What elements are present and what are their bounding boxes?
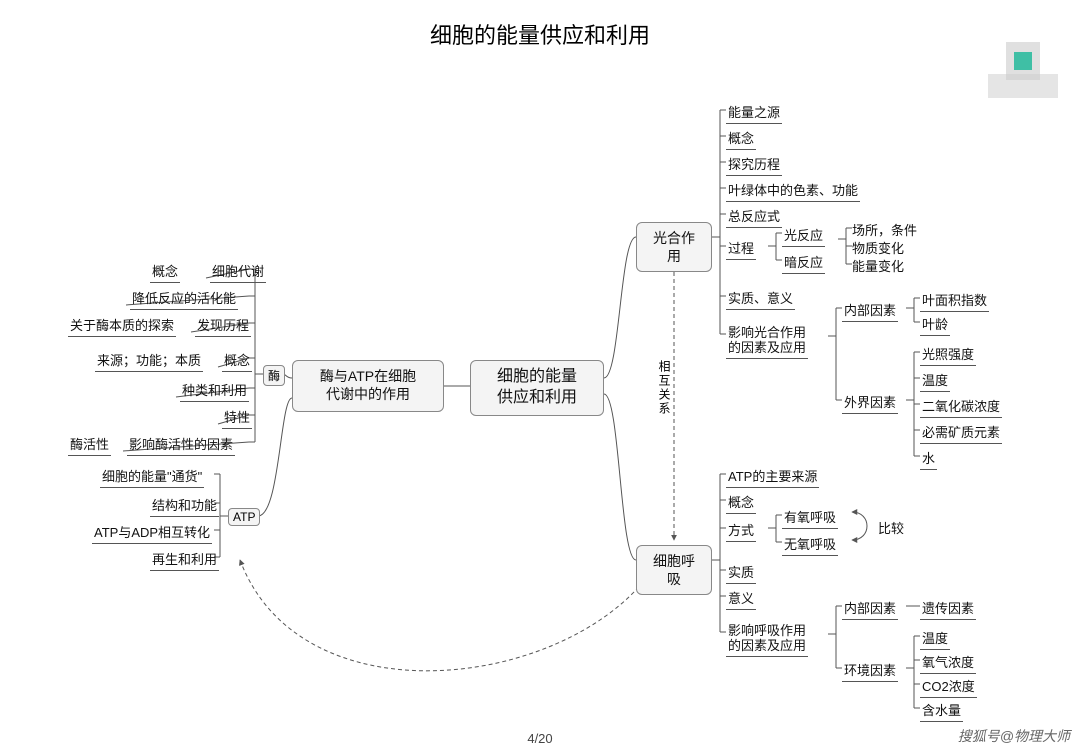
- photo-factor-leaf: 必需矿质元素: [920, 422, 1002, 444]
- atp-leaf: 细胞的能量"通货": [100, 466, 204, 488]
- photo-factor: 内部因素: [842, 300, 898, 322]
- relation-label: 相互关系: [656, 360, 673, 416]
- photo-factor: 外界因素: [842, 392, 898, 414]
- enzyme-leaf: 特性: [222, 407, 252, 429]
- junction-atp: ATP: [228, 508, 260, 526]
- photo-leaf: 概念: [726, 128, 756, 150]
- photo-factor-leaf: 叶面积指数: [920, 290, 989, 312]
- atp-leaf: 再生和利用: [150, 549, 219, 571]
- resp-mode: 有氧呼吸: [782, 507, 838, 529]
- enzyme-leaf2: 酶活性: [68, 434, 111, 456]
- photo-process: 暗反应: [782, 252, 825, 274]
- enzyme-leaf2: 关于酶本质的探索: [68, 315, 176, 337]
- junction-enzyme: 酶: [263, 365, 285, 386]
- resp-factor-leaf: CO2浓度: [920, 676, 977, 698]
- resp-leaf: 方式: [726, 520, 756, 542]
- photo-factor-leaf: 光照强度: [920, 344, 976, 366]
- page-title: 细胞的能量供应和利用: [0, 18, 1080, 50]
- corner-graphic: [988, 34, 1058, 104]
- page-number: 4/20: [0, 731, 1080, 746]
- atp-leaf: ATP与ADP相互转化: [92, 522, 212, 544]
- enzyme-leaf: 降低反应的活化能: [130, 288, 238, 310]
- photo-process: 光反应: [782, 225, 825, 247]
- photo-process-side: 场所，条件: [852, 220, 917, 239]
- resp-factor-leaf: 含水量: [920, 700, 963, 722]
- resp-leaf: 意义: [726, 588, 756, 610]
- enzyme-leaf2: 来源；功能；本质: [95, 350, 203, 372]
- photo-leaf: 影响光合作用 的因素及应用: [726, 326, 808, 359]
- photo-leaf: 能量之源: [726, 102, 782, 124]
- photo-factor-leaf: 二氧化碳浓度: [920, 396, 1002, 418]
- resp-leaf: 实质: [726, 562, 756, 584]
- resp-factor: 内部因素: [842, 598, 898, 620]
- enzyme-leaf: 发现历程: [195, 315, 251, 337]
- enzyme-leaf: 细胞代谢: [210, 261, 266, 283]
- resp-compare: 比较: [878, 518, 904, 537]
- node-left: 酶与ATP在细胞 代谢中的作用: [292, 360, 444, 412]
- node-center: 细胞的能量 供应和利用: [470, 360, 604, 416]
- photo-leaf: 探究历程: [726, 154, 782, 176]
- photo-leaf: 总反应式: [726, 206, 782, 228]
- photo-leaf: 实质、意义: [726, 288, 795, 310]
- resp-factor-leaf: 氧气浓度: [920, 652, 976, 674]
- photo-leaf: 过程: [726, 238, 756, 260]
- photo-process-side: 能量变化: [852, 256, 904, 275]
- photo-factor-leaf: 水: [920, 448, 937, 470]
- diagram-stage: { "title": "细胞的能量供应和利用", "pager": "4/20"…: [0, 0, 1080, 754]
- enzyme-leaf2: 概念: [150, 261, 180, 283]
- photo-process-side: 物质变化: [852, 238, 904, 257]
- node-resp: 细胞呼吸: [636, 545, 712, 595]
- resp-factor-leaf: 遗传因素: [920, 598, 976, 620]
- photo-factor-leaf: 温度: [920, 370, 950, 392]
- resp-factor-leaf: 温度: [920, 628, 950, 650]
- enzyme-leaf: 影响酶活性的因素: [127, 434, 235, 456]
- resp-leaf: 概念: [726, 492, 756, 514]
- photo-factor-leaf: 叶龄: [920, 314, 950, 336]
- resp-factor: 环境因素: [842, 660, 898, 682]
- enzyme-leaf: 概念: [222, 350, 252, 372]
- enzyme-leaf: 种类和利用: [180, 380, 249, 402]
- resp-leaf: 影响呼吸作用 的因素及应用: [726, 624, 808, 657]
- resp-leaf: ATP的主要来源: [726, 466, 819, 488]
- watermark: 搜狐号@物理大师: [958, 726, 1070, 746]
- photo-leaf: 叶绿体中的色素、功能: [726, 180, 860, 202]
- resp-mode: 无氧呼吸: [782, 534, 838, 556]
- atp-leaf: 结构和功能: [150, 495, 219, 517]
- node-photo: 光合作用: [636, 222, 712, 272]
